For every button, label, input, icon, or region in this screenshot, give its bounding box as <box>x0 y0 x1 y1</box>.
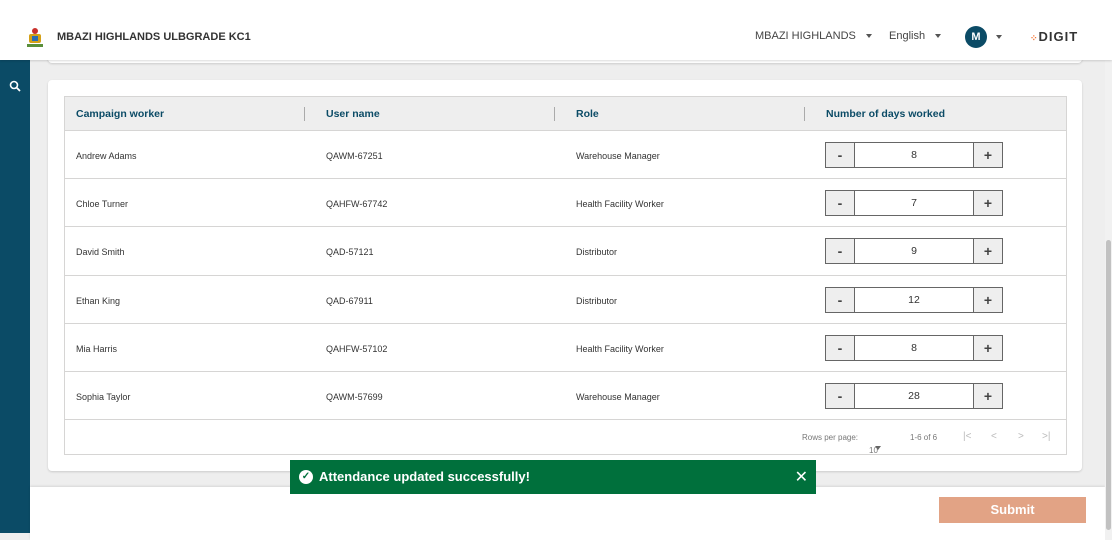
tenant-label: MBAZI HIGHLANDS <box>755 30 856 42</box>
days-worked-input[interactable]: 8 <box>854 143 974 167</box>
user-name: QAD-67911 <box>326 295 373 306</box>
worker-name: Ethan King <box>76 295 121 306</box>
decrement-button[interactable]: - <box>826 335 854 360</box>
digit-dots-icon: ⁘ <box>1030 33 1039 43</box>
table-row: Ethan King QAD-67911 Distributor - 12 + <box>65 276 1066 324</box>
worker-name: Chloe Turner <box>76 199 129 210</box>
pagination: Rows per page: 10 1-6 of 6 |< < > >| <box>802 431 1051 455</box>
user-name: QAWM-67251 <box>326 151 383 161</box>
digit-logo: ⁘DIGIT <box>1030 29 1079 44</box>
search-icon[interactable] <box>9 80 21 92</box>
column-days-worked[interactable]: Number of days worked <box>826 108 946 120</box>
user-name: QAHFW-57102 <box>326 343 388 354</box>
increment-button[interactable]: + <box>974 143 1002 167</box>
column-divider <box>554 107 555 121</box>
days-worked-stepper: - 8 + <box>825 334 1003 361</box>
close-icon[interactable]: ✕ <box>794 469 808 486</box>
decrement-button[interactable]: - <box>826 383 854 408</box>
language-label: English <box>889 30 926 42</box>
column-divider <box>804 107 805 121</box>
next-page-icon[interactable]: > <box>1018 431 1024 442</box>
role: Health Facility Worker <box>576 343 664 354</box>
days-worked-stepper: - 28 + <box>825 382 1003 409</box>
days-worked-input[interactable]: 7 <box>854 191 974 216</box>
days-worked-input[interactable]: 8 <box>854 335 974 360</box>
table-row: Andrew Adams QAWM-67251 Warehouse Manage… <box>65 131 1066 180</box>
city-title: MBAZI HIGHLANDS ULBGRADE KC1 <box>57 31 251 43</box>
rows-per-page-label: Rows per page: <box>802 433 859 442</box>
emblem-logo <box>27 28 43 47</box>
increment-button[interactable]: + <box>974 335 1002 360</box>
decrement-button[interactable]: - <box>826 287 854 312</box>
increment-button[interactable]: + <box>974 191 1002 216</box>
attendance-table: Campaign worker User name Role Number of… <box>64 96 1067 455</box>
user-name: QAD-57121 <box>326 247 374 258</box>
table-row: Mia Harris QAHFW-57102 Health Facility W… <box>65 324 1066 372</box>
days-worked-stepper: - 8 + <box>825 142 1003 168</box>
decrement-button[interactable]: - <box>826 143 854 167</box>
check-circle-icon: ✓ <box>299 470 313 484</box>
profile-menu-chevron-icon[interactable] <box>996 35 1002 39</box>
increment-button[interactable]: + <box>974 287 1002 312</box>
role: Distributor <box>576 247 618 258</box>
role: Warehouse Manager <box>576 391 660 402</box>
worker-name: Andrew Adams <box>76 151 137 161</box>
days-worked-stepper: - 7 + <box>825 190 1003 217</box>
avatar[interactable]: M <box>965 26 987 48</box>
table-row: David Smith QAD-57121 Distributor - 9 + <box>65 227 1066 276</box>
column-role[interactable]: Role <box>576 108 599 120</box>
days-worked-stepper: - 12 + <box>825 286 1003 313</box>
decrement-button[interactable]: - <box>826 191 854 216</box>
submit-button[interactable]: Submit <box>939 497 1086 523</box>
user-name: QAWM-57699 <box>326 391 383 402</box>
table-row: Chloe Turner QAHFW-67742 Health Facility… <box>65 179 1066 228</box>
worker-name: David Smith <box>76 247 125 258</box>
scrollbar-thumb[interactable] <box>1106 240 1111 530</box>
role: Warehouse Manager <box>576 151 660 161</box>
sidebar <box>0 60 30 533</box>
increment-button[interactable]: + <box>974 383 1002 408</box>
days-worked-input[interactable]: 28 <box>854 383 974 408</box>
chevron-down-icon <box>865 34 872 39</box>
prev-page-icon[interactable]: < <box>991 431 997 442</box>
action-bar <box>30 487 1105 540</box>
worker-name: Sophia Taylor <box>76 391 131 402</box>
language-dropdown[interactable]: English <box>889 30 942 42</box>
user-name: QAHFW-67742 <box>326 199 388 210</box>
success-toast: ✓ Attendance updated successfully! ✕ <box>290 460 816 494</box>
toast-message: Attendance updated successfully! <box>319 469 530 484</box>
worker-name: Mia Harris <box>76 343 118 354</box>
decrement-button[interactable]: - <box>826 239 854 264</box>
table-header: Campaign worker User name Role Number of… <box>65 97 1066 131</box>
column-divider <box>304 107 305 121</box>
column-user-name[interactable]: User name <box>326 108 380 120</box>
first-page-icon[interactable]: |< <box>963 431 972 442</box>
last-page-icon[interactable]: >| <box>1042 431 1051 442</box>
role: Distributor <box>576 295 618 306</box>
chevron-down-icon <box>935 34 942 39</box>
days-worked-input[interactable]: 9 <box>854 239 974 264</box>
top-header: MBAZI HIGHLANDS ULBGRADE KC1 MBAZI HIGHL… <box>0 0 1112 60</box>
tenant-dropdown[interactable]: MBAZI HIGHLANDS <box>755 30 872 42</box>
table-row: Sophia Taylor QAWM-57699 Warehouse Manag… <box>65 372 1066 421</box>
role: Health Facility Worker <box>576 199 664 210</box>
days-worked-stepper: - 9 + <box>825 238 1003 265</box>
page-range: 1-6 of 6 <box>910 433 938 442</box>
days-worked-input[interactable]: 12 <box>854 287 974 312</box>
increment-button[interactable]: + <box>974 239 1002 264</box>
column-campaign-worker[interactable]: Campaign worker <box>76 108 165 120</box>
